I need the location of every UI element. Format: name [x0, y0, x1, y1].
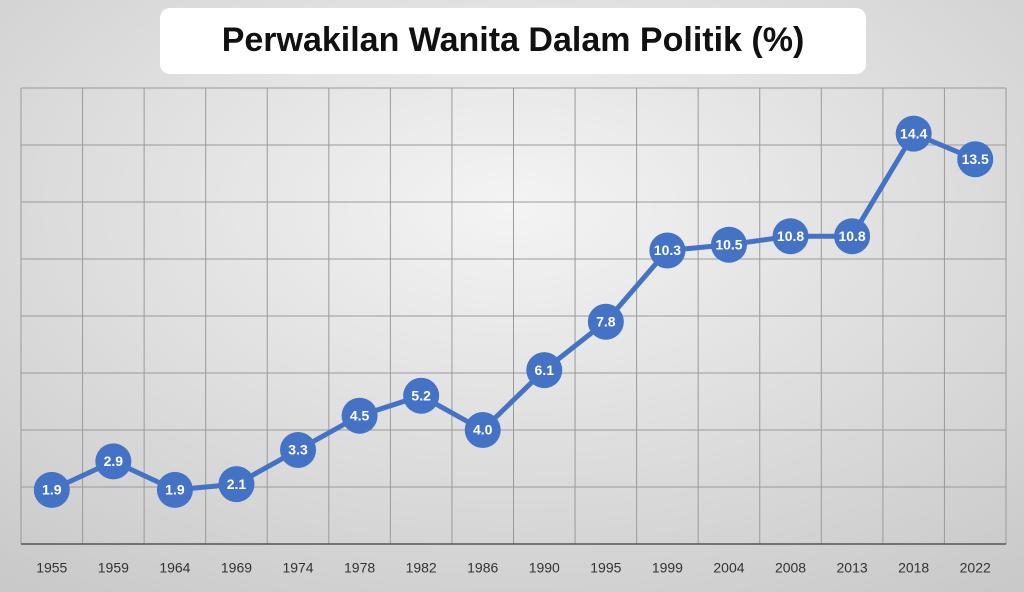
title-box [160, 8, 866, 74]
chart-title: Perwakilan Wanita Dalam Politik (%) [222, 21, 805, 59]
marker [218, 466, 255, 503]
x-tick-label: 1964 [159, 560, 190, 576]
marker [772, 218, 809, 255]
marker [95, 443, 132, 480]
plot: 1955 1959 1964 1969 1974 1978 1982 1986 1990 1995… [33, 115, 994, 576]
data-label: 10.8 [838, 228, 865, 244]
grid [20, 87, 1007, 545]
x-tick-label: 1995 [590, 560, 621, 576]
x-tick-label: 2013 [837, 560, 868, 576]
x-tick-label: 1955 [36, 560, 67, 576]
x-tick-label: 2022 [960, 560, 991, 576]
marker [587, 303, 624, 340]
data-label: 2.1 [227, 476, 247, 492]
data-label: 1.9 [165, 482, 185, 498]
data-label: 6.1 [535, 362, 555, 378]
marker [895, 115, 932, 152]
marker [526, 352, 563, 389]
data-label: 10.8 [777, 228, 804, 244]
data-label: 5.2 [411, 388, 431, 404]
marker [464, 412, 501, 448]
data-label: 10.5 [715, 236, 742, 252]
x-tick-label: 1986 [467, 560, 498, 576]
marker [280, 431, 317, 468]
x-tick-label: 1990 [529, 560, 560, 576]
x-tick-label: 1999 [652, 560, 683, 576]
marker [649, 232, 686, 269]
marker [834, 218, 871, 255]
data-label: 3.3 [288, 442, 308, 458]
x-tick-label: 2018 [898, 560, 929, 576]
x-tick-label: 1969 [221, 560, 252, 576]
marker [403, 377, 440, 414]
marker [710, 226, 747, 263]
x-tick-label: 1978 [344, 560, 375, 576]
data-label: 10.3 [654, 242, 681, 258]
marker [33, 471, 70, 508]
data-label: 14.4 [900, 125, 927, 141]
line [50, 131, 977, 493]
x-tick-label: 2004 [713, 560, 744, 576]
data-label: 7.8 [596, 313, 616, 329]
x-tick-label: 2008 [775, 560, 806, 576]
marker [957, 141, 994, 178]
data-label: 4.0 [473, 422, 493, 438]
x-tick-label: 1982 [406, 560, 437, 576]
marker [341, 397, 378, 434]
x-tick-label: 1959 [98, 560, 129, 576]
data-label: 1.9 [42, 482, 62, 498]
data-label: 2.9 [104, 453, 124, 469]
x-tick-label: 1974 [282, 560, 313, 576]
marker [156, 471, 193, 508]
data-label: 13.5 [962, 151, 989, 167]
data-label: 4.5 [350, 407, 370, 423]
